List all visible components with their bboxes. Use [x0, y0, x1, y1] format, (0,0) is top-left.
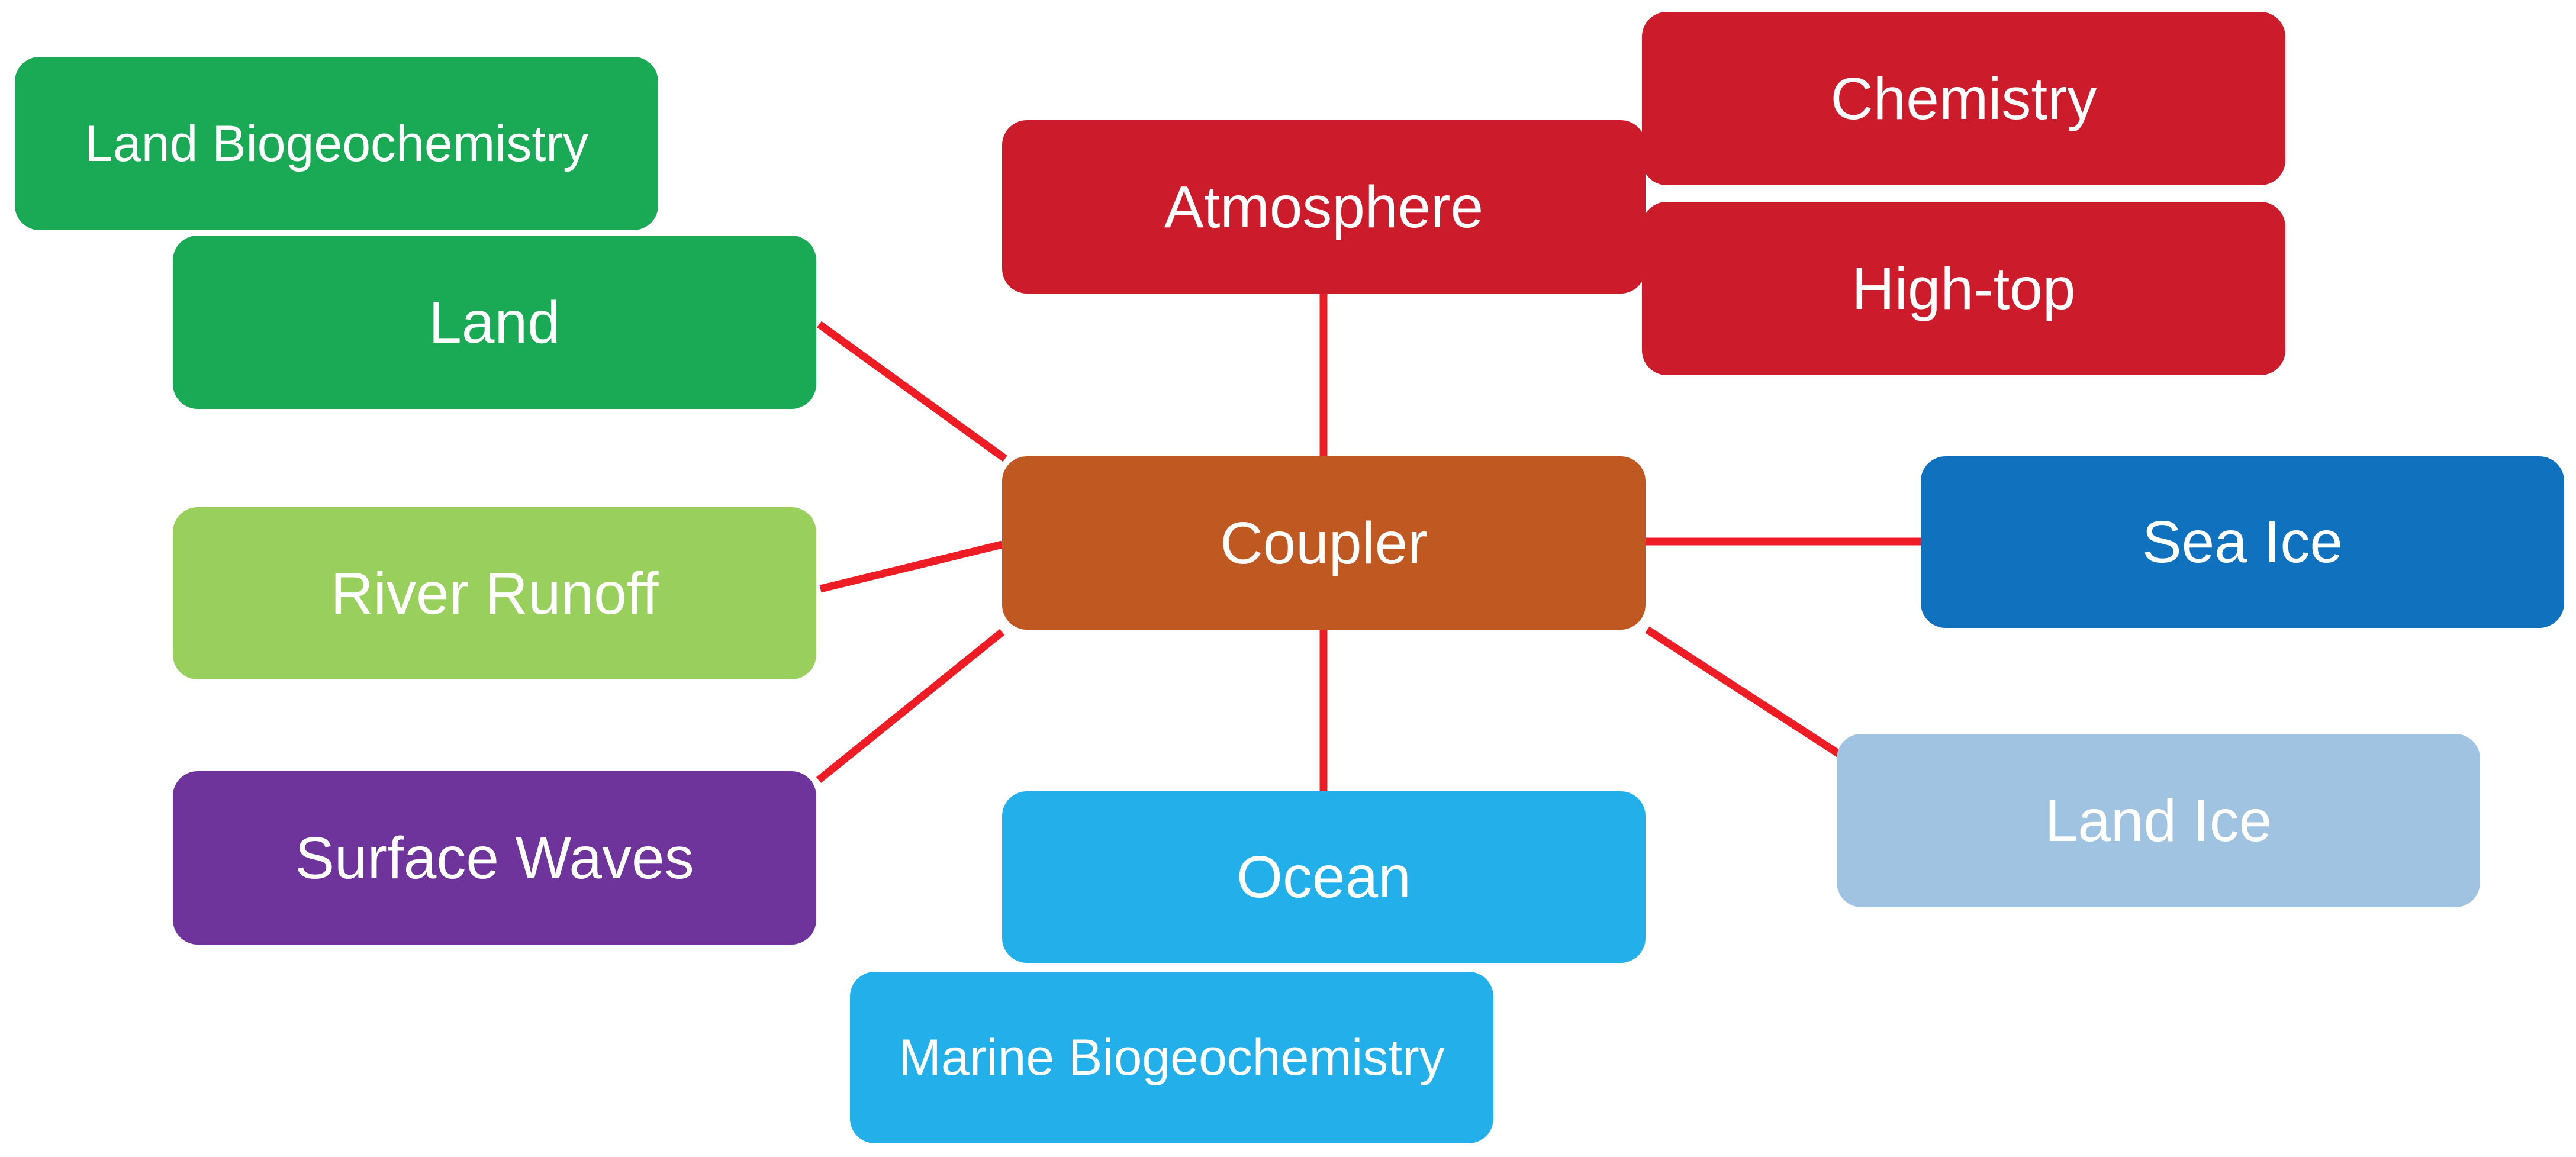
sea-ice-box: Sea Ice	[1921, 456, 2564, 628]
ocean-label: Ocean	[1237, 844, 1411, 910]
ocean-box: Ocean	[1002, 791, 1646, 963]
land-ice-box: Land Ice	[1837, 734, 2480, 907]
high-top-label: High-top	[1852, 255, 2076, 322]
atmosphere-label: Atmosphere	[1164, 173, 1484, 240]
land-box: Land	[173, 236, 816, 409]
chemistry-label: Chemistry	[1830, 65, 2097, 132]
high-top-box: High-top	[1642, 202, 2285, 375]
arrow-coupler-land	[817, 321, 1007, 462]
chemistry-box: Chemistry	[1642, 12, 2285, 185]
marine-biogeochemistry-label: Marine Biogeochemistry	[899, 1029, 1445, 1086]
land-biogeochemistry-label: Land Biogeochemistry	[85, 115, 588, 172]
coupler-label: Coupler	[1220, 510, 1428, 576]
sea-ice-label: Sea Ice	[2142, 509, 2343, 575]
arrow-coupler-land-ice	[1645, 626, 1841, 758]
river-runoff-label: River Runoff	[330, 560, 659, 627]
atmosphere-box: Atmosphere	[1002, 120, 1646, 294]
river-runoff-box: River Runoff	[173, 507, 816, 679]
land-label: Land	[429, 289, 561, 356]
arrow-coupler-river-runoff	[819, 540, 1003, 593]
coupler-box: Coupler	[1002, 456, 1646, 630]
arrow-coupler-surface-waves	[816, 629, 1005, 784]
land-biogeochemistry-box: Land Biogeochemistry	[15, 57, 658, 230]
marine-biogeochemistry-box: Marine Biogeochemistry	[850, 972, 1493, 1143]
surface-waves-label: Surface Waves	[295, 824, 694, 891]
surface-waves-box: Surface Waves	[173, 771, 816, 945]
land-ice-label: Land Ice	[2044, 787, 2272, 854]
